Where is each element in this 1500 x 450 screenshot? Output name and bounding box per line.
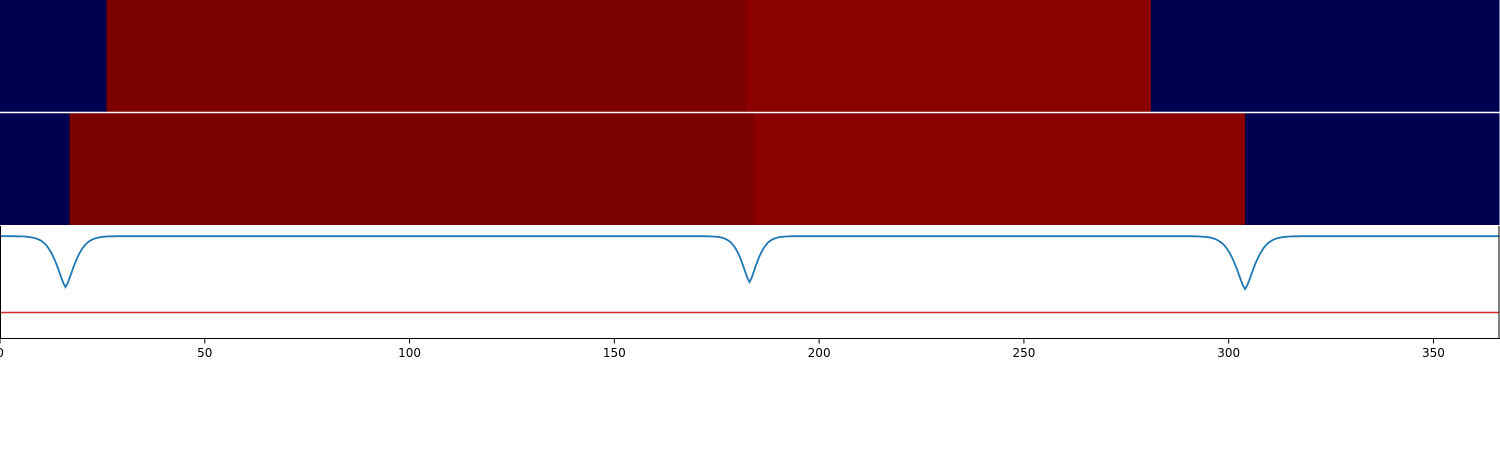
x-tick-label-200: 200 [808, 346, 831, 360]
heat-segment-row2-4 [1245, 113, 1500, 225]
heat-segment-row1-4 [1150, 0, 1500, 112]
x-tick-label-50: 50 [197, 346, 212, 360]
heat-segment-row2-2 [69, 113, 755, 225]
heat-segment-row2-3 [753, 113, 1246, 225]
heat-segment-row1-2 [106, 0, 746, 112]
line-panel [0, 226, 1500, 339]
heat-segment-row1-1 [0, 0, 107, 112]
x-tick-label-300: 300 [1217, 346, 1240, 360]
x-tick-label-150: 150 [603, 346, 626, 360]
heat-segment-row2-1 [0, 113, 71, 225]
x-axis: 0 50 100 150 200 250 300 350 [0, 339, 1445, 360]
x-tick-label-250: 250 [1012, 346, 1035, 360]
heatmap-rows [0, 0, 1500, 225]
series-line [0, 235, 1499, 291]
x-tick-label-350: 350 [1422, 346, 1445, 360]
x-tick-label-100: 100 [398, 346, 421, 360]
x-tick-label-0: 0 [0, 346, 4, 360]
heat-segment-row1-3 [745, 0, 1152, 112]
